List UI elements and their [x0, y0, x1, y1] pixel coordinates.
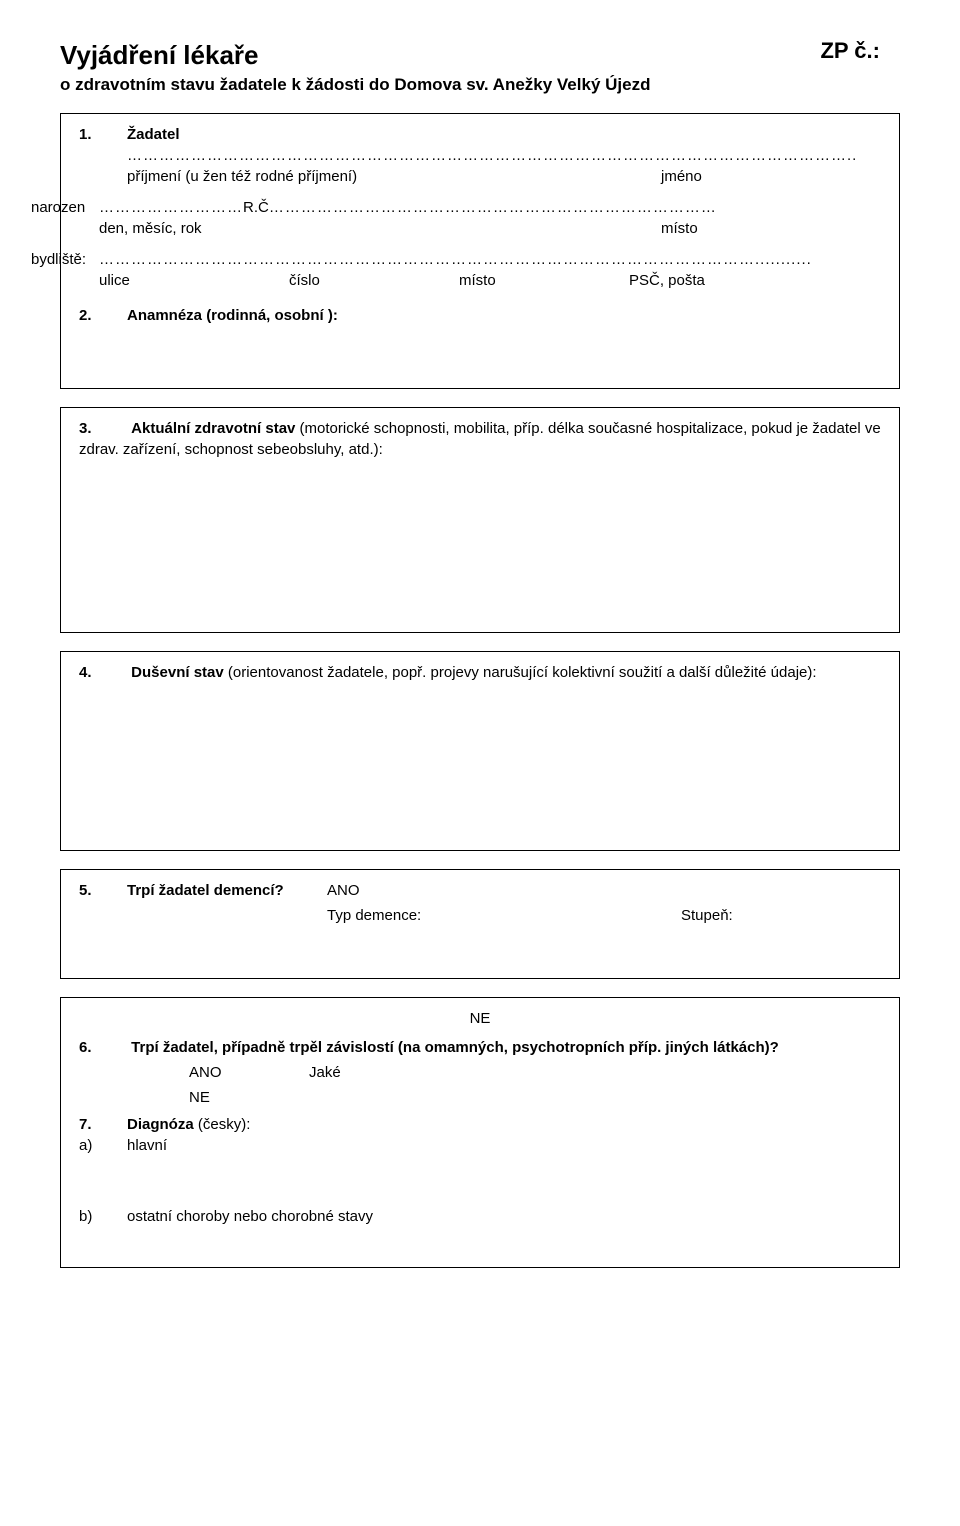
anamnesis-area[interactable] [79, 326, 881, 376]
dementia-type-label: Typ demence: [327, 905, 681, 926]
caption-firstname: jméno [661, 166, 881, 187]
section-6-num: 6. [79, 1037, 127, 1058]
caption-psc: PSČ, pošta [629, 270, 881, 291]
section-6-label: Trpí žadatel, případně trpěl závislostí … [131, 1039, 779, 1056]
health-status-area[interactable] [79, 460, 881, 620]
section-4-num: 4. [79, 662, 127, 683]
section-7-label-bold: Diagnóza [127, 1116, 194, 1133]
page-title: Vyjádření lékaře [60, 40, 900, 71]
address-field[interactable]: …………………………………………………………………………………………………………… [99, 249, 881, 270]
section-6-ano: ANO [189, 1062, 309, 1083]
section-5-ne: NE [470, 1010, 491, 1027]
mental-status-area[interactable] [79, 683, 881, 823]
section-5-label: Trpí žadatel demencí? [127, 880, 327, 901]
section-4-label-bold: Duševní stav [131, 664, 224, 681]
caption-place: místo [661, 218, 881, 239]
section-2-label: Anamnéza (rodinná, osobní ): [127, 305, 338, 326]
section-7-label-rest: (česky): [194, 1116, 251, 1133]
section-5-box: 5. Trpí žadatel demencí? ANO Typ demence… [60, 869, 900, 979]
section-3-box: 3. Aktuální zdravotní stav (motorické sc… [60, 407, 900, 633]
section-1-label: Žadatel [127, 124, 180, 145]
section-6-jake: Jaké [309, 1062, 341, 1083]
page: ZP č.: Vyjádření lékaře o zdravotním sta… [0, 0, 960, 1526]
caption-ulice: ulice [99, 270, 289, 291]
section-3-label-bold: Aktuální zdravotní stav [131, 420, 295, 437]
section-7-num: 7. [79, 1114, 127, 1135]
section-1-box: 1. Žadatel ……………………………………………………………………………… [60, 113, 900, 389]
rc-field[interactable]: ………………………………………………………………………… [269, 197, 881, 218]
applicant-name-line[interactable]: …………………………………………………………………………………………………………… [79, 145, 881, 166]
caption-date: den, měsíc, rok [99, 218, 661, 239]
section-4-box: 4. Duševní stav (orientovanost žadatele,… [60, 651, 900, 851]
section-7a: a) [79, 1135, 127, 1156]
narozen-label: narozen [31, 197, 99, 218]
section-7b: b) [79, 1206, 127, 1227]
section-7b-label: ostatní choroby nebo chorobné stavy [127, 1206, 373, 1227]
caption-cislo: číslo [289, 270, 459, 291]
section-5-ano: ANO [327, 880, 407, 901]
diagnosis-main-area[interactable] [79, 1156, 881, 1206]
section-7a-label: hlavní [127, 1135, 167, 1156]
section-6-ne: NE [189, 1087, 210, 1108]
section-1-num: 1. [79, 124, 127, 145]
rc-label: R.Č [243, 197, 269, 218]
dementia-degree-label: Stupeň: [681, 905, 881, 926]
zp-label: ZP č.: [820, 38, 880, 64]
caption-misto: místo [459, 270, 629, 291]
caption-surname: příjmení (u žen též rodné příjmení) [127, 166, 661, 187]
section-4-label-rest: (orientovanost žadatele, popř. projevy n… [224, 664, 817, 681]
bydliste-label: bydliště: [31, 249, 99, 270]
birth-date-field[interactable]: ……………………… [99, 197, 243, 218]
section-6-7-box: NE 6. Trpí žadatel, případně trpěl závis… [60, 997, 900, 1268]
section-2-num: 2. [79, 305, 127, 326]
section-5-num: 5. [79, 880, 127, 901]
page-subtitle: o zdravotním stavu žadatele k žádosti do… [60, 75, 900, 95]
section-3-num: 3. [79, 418, 127, 439]
